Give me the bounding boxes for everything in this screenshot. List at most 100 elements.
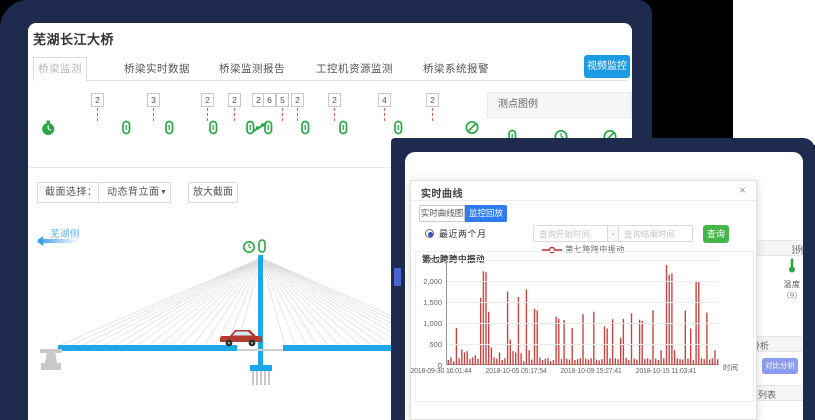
dialog-header: 实时曲线 × [411, 181, 756, 201]
section-divider [28, 167, 632, 168]
left-pier-stem [45, 353, 57, 363]
y-tick-label: 500 [429, 340, 442, 349]
sensor-count-badge: 2 [426, 93, 439, 107]
sensor-dash-line [207, 108, 208, 121]
y-tick-label: 0 [437, 361, 442, 370]
tab-1-active[interactable]: 桥梁监测 [33, 57, 87, 81]
bridge-deck-left [58, 345, 237, 351]
bridge-deck-right [283, 345, 391, 351]
y-tick-label: 1,000 [423, 319, 442, 328]
background-white-strip [733, 0, 815, 145]
date-range-separator: - [608, 225, 618, 242]
tab-4[interactable]: 工控机资源监测 [316, 63, 393, 75]
chain-icon[interactable] [299, 120, 314, 136]
sensor-count-badge: 4 [378, 93, 391, 107]
tab-monitor-playback[interactable]: 监控回放 [465, 205, 507, 222]
thermometer-icon [789, 258, 795, 273]
tab-5[interactable]: 桥梁系统报警 [423, 63, 489, 75]
panel-list-header-text: 监测点列表 [757, 390, 777, 400]
y-tick-label: 1,500 [423, 298, 442, 307]
radio-dot [428, 232, 433, 237]
panel-list-header-bar: 监测点列表 [757, 385, 803, 401]
left-pier-base [41, 363, 61, 370]
chain-icon[interactable] [337, 120, 352, 136]
section-select-separator [98, 183, 99, 202]
chart-container [415, 251, 754, 402]
stopwatch-icon[interactable] [41, 120, 56, 136]
x-tick-label: 2018-10-15 11:03:41 [635, 368, 697, 375]
query-start-time-input[interactable] [533, 225, 608, 242]
gridline [447, 302, 719, 303]
sensor-count-badge: 6 [263, 93, 276, 107]
sensor-dash-line [432, 108, 433, 121]
x-tick-label: 2018-09-30 16:01:44 [410, 368, 472, 375]
tab-3[interactable]: 桥梁监测报告 [219, 63, 285, 75]
bridge-side-label: 芜湖侧 [50, 229, 81, 240]
section-select-group[interactable]: 截面选择： 动态背立面 ▼ [37, 182, 171, 203]
dialog-title: 实时曲线 [421, 189, 463, 200]
compare-analysis-button[interactable]: 对比分析 [762, 358, 798, 374]
enlarge-section-button[interactable]: 放大截面 [188, 182, 238, 203]
page-title: 芜湖长江大桥 [33, 32, 115, 47]
temperature-label: 温度 [783, 280, 801, 289]
sensor-dash-line [334, 108, 335, 121]
edge-blue-nub [394, 268, 401, 286]
chart-title: 第七跨跨中振动 [422, 254, 486, 264]
left-pier [40, 349, 62, 353]
sensor-dash-line [282, 108, 283, 121]
chain-icon[interactable] [262, 120, 277, 136]
chevron-down-icon: ▼ [160, 189, 167, 196]
query-end-time-input[interactable] [618, 225, 693, 242]
recent-two-months-radio[interactable] [425, 229, 434, 238]
temperature-legend-item[interactable]: 温度 （9） [775, 258, 803, 301]
gridline [447, 260, 719, 261]
left-arrow-icon [37, 236, 80, 246]
gridline [447, 323, 719, 324]
tab-2[interactable]: 桥梁实时数据 [124, 63, 190, 75]
sensor-dash-line [97, 108, 98, 121]
chain-icon[interactable] [120, 120, 135, 136]
section-select-label: 截面选择： [45, 187, 98, 198]
chain-icon[interactable] [207, 120, 222, 136]
x-tick-label: 2018-10-05 05:17:54 [485, 368, 547, 375]
panel-compare-header-bar: 对比分析 [757, 336, 803, 352]
legend-panel-header: 测点图例 [487, 92, 632, 118]
sensor-count-badge: 5 [276, 93, 289, 107]
realtime-curve-dialog: 实时曲线 × 实时曲线图 监控回放 最近两个月 - 查询 第七跨跨中振动 第七跨… [410, 180, 757, 420]
y-tick-label: 2,000 [423, 277, 442, 286]
pylon-cap [250, 365, 272, 371]
y-tick-label: 2,500 [423, 256, 442, 265]
sensor-count-badge: 2 [228, 93, 241, 107]
query-button[interactable]: 查询 [703, 225, 729, 243]
x-tick-label: 2018-10-09 15:27:41 [560, 368, 622, 375]
right-panel-fragment: 测点图例 温度 （9） 对比分析 对比分析 监测点列表 [757, 152, 803, 420]
sensor-dash-line [153, 108, 154, 121]
no-entry-icon[interactable] [465, 120, 480, 136]
sensor-count-badge: 2 [291, 93, 304, 107]
tab-realtime-curve[interactable]: 实时曲线图 [419, 205, 465, 222]
recent-two-months-label: 最近两个月 [439, 229, 487, 239]
sensor-count-badge: 3 [147, 93, 160, 107]
legend-text: 第七跨跨中振动 [565, 245, 625, 254]
sensor-count-badge: 2 [91, 93, 104, 107]
sensor-dash-line [384, 108, 385, 121]
pylon-top-sensor-icons [243, 239, 266, 253]
chain-icon[interactable] [244, 120, 259, 136]
temperature-count: （9） [781, 291, 803, 300]
car-graphic [220, 330, 262, 347]
vibration-series [447, 265, 719, 365]
section-select-value[interactable]: 动态背立面 [107, 187, 160, 198]
gridline [447, 344, 719, 345]
chain-icon[interactable] [163, 120, 178, 136]
chain-icon[interactable] [392, 120, 407, 136]
video-monitor-button[interactable]: 视频监控 [584, 55, 630, 78]
sensor-dash-line [234, 108, 235, 121]
bridge-deck-joint [237, 349, 283, 351]
gridline [447, 281, 719, 282]
close-icon[interactable]: × [738, 183, 746, 197]
x-axis-title: 时间 [723, 363, 738, 372]
chart-plot-area [446, 260, 719, 365]
panel-compare-header-text: 对比分析 [757, 341, 770, 351]
pylon-piles [252, 371, 270, 385]
